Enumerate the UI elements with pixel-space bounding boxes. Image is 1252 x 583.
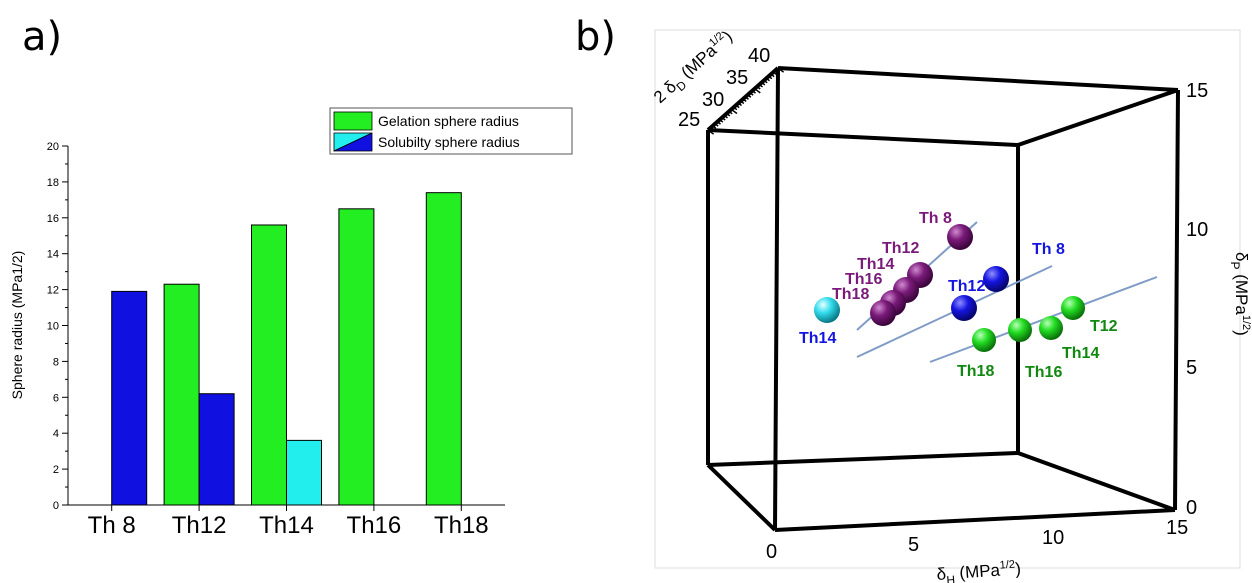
point-label: Th16 [1025,364,1062,381]
panel-b-label: b) [575,14,616,60]
bar-gelation-1 [163,283,200,506]
point-label: T12 [1090,318,1118,335]
box-edge [773,67,780,531]
legend-label-solubility: Solubilty sphere radius [378,134,520,150]
z-axis-tick-marks [707,67,785,135]
y-tick-label: 6 [53,392,59,404]
x-tick-label: Th12 [172,512,227,539]
sphere-green-th14 [1039,316,1063,340]
y-tick-label: 18 [47,177,59,189]
y-axis-title: δP (MPa1/2) [1228,252,1252,336]
y-tick-label: 15 [1186,80,1208,102]
panel-a-label: a) [22,14,62,60]
x-tick-label: 5 [908,534,919,556]
bar-gelation-2 [251,224,287,506]
point-label: Th18 [957,363,994,380]
z-tick-label: 25 [678,109,700,131]
point-label: Th14 [799,330,836,347]
box-edge [707,451,1019,467]
y-tick-label: 16 [47,213,59,225]
bar-solubility-1 [198,393,235,506]
plot-border [654,29,1241,569]
y-tick-label: 2 [53,464,59,476]
y-tick-label: 4 [53,428,59,440]
z-tick-label: 30 [702,89,724,111]
x-tick-label: Th14 [259,512,314,539]
box-edge [707,128,1019,147]
point-label: Th 8 [919,210,952,227]
bar-gelation-4 [425,192,462,506]
sphere-blue-th12 [951,295,977,321]
y-tick-label: 5 [1186,357,1197,379]
sphere-green-t12 [1061,296,1085,320]
point-label: Th18 [832,286,869,303]
x-tick-label: Th 8 [88,512,136,539]
bar-solubility-2 [286,439,322,506]
box-edge [774,508,1176,532]
legend-swatch-gelation [333,111,373,131]
box-edge [777,66,1179,92]
point-label: Th 8 [1032,241,1065,258]
y-tick-label: 12 [47,285,59,297]
x-axis-ticks: 0 5 10 15 δH (MPa1/2) [766,517,1188,583]
y-tick-label: 20 [47,141,59,153]
scatter-3d-chart: 25 30 35 40 2 δD (MPa1/2) 0 5 10 15 δH (… [650,27,1252,583]
sphere-blue-th8 [983,266,1009,292]
bar-chart: 0 2 4 6 8 10 12 14 16 18 20 Th 8 Th12 Th14 Th16 Th18 S… [9,107,573,539]
box-edge [1173,89,1180,511]
sphere-green-th16 [1008,318,1032,342]
y-tick-label: 8 [53,356,59,368]
x-tick-label: 10 [1042,527,1064,549]
z-tick-label: 35 [726,67,748,89]
bar-solubility-0 [111,290,148,506]
y-tick-label: 10 [47,321,59,333]
x-tick-label: 0 [766,541,777,563]
x-tick-label: Th18 [434,512,489,539]
x-axis-title: δH (MPa1/2) [936,558,1022,583]
y-tick-label: 10 [1186,219,1208,241]
legend-label-gelation: Gelation sphere radius [378,113,519,129]
box-edge [1017,451,1176,512]
y-tick-label: 0 [1186,497,1197,519]
sphere-cyan-th14 [814,297,840,323]
box-edge [706,463,777,532]
legend-swatch-solubility-blue [333,132,373,152]
sphere-green-th18 [972,328,996,352]
point-label: Th12 [948,278,985,295]
bar-gelation-3 [338,208,375,506]
y-tick-label: 14 [47,249,59,261]
point-label: Th14 [857,256,894,273]
point-label: Th12 [882,240,919,257]
point-label: Th16 [845,271,882,288]
y-axis-ticks: 15 10 5 0 δP (MPa1/2) [1186,80,1252,519]
box-edge [1017,88,1179,147]
sphere-purple-th18 [870,300,896,326]
y-tick-label: 0 [53,500,59,512]
sphere-purple-th8 [947,224,973,250]
y-axis-title: Sphere radius (MPa1/2) [9,251,25,400]
z-tick-label: 40 [748,45,770,67]
point-label: Th14 [1062,345,1099,362]
x-tick-label: 15 [1166,517,1188,539]
x-tick-label: Th16 [347,512,402,539]
legend: Gelation sphere radius Solubilty sphere … [329,107,573,155]
